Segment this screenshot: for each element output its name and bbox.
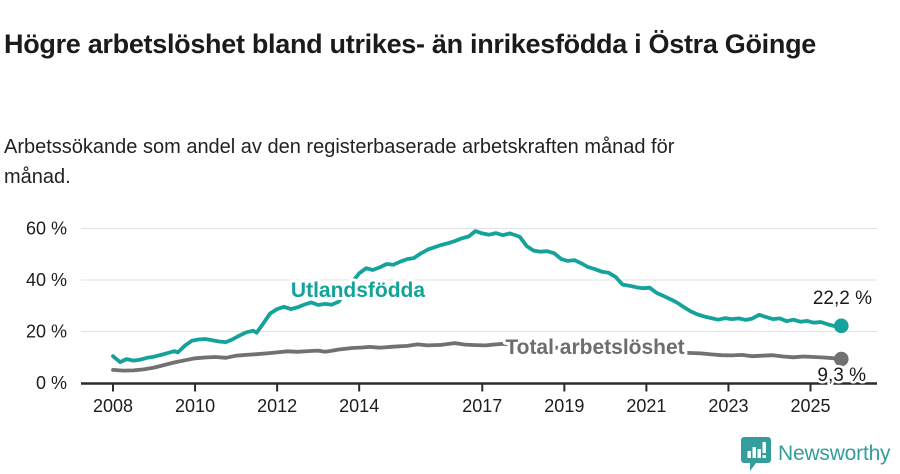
gridlines xyxy=(81,228,877,332)
total-end-value: 9,3 % xyxy=(817,365,866,386)
page-title: Högre arbetslöshet bland utrikes- än inr… xyxy=(4,29,816,60)
utlandsfodda-line xyxy=(111,229,844,365)
series-end-dot xyxy=(833,351,849,367)
utlandsfodda-end-value: 22,2 % xyxy=(813,288,872,309)
x-tick-label: 2017 xyxy=(462,396,502,416)
x-tick-label: 2008 xyxy=(93,396,133,416)
y-tick-label: 20 % xyxy=(26,322,67,342)
x-tick-label: 2025 xyxy=(790,396,830,416)
x-tick-label: 2021 xyxy=(626,396,666,416)
newsworthy-logo: Newsworthy xyxy=(741,436,891,472)
logo-text: Newsworthy xyxy=(778,442,891,465)
series-end-dot xyxy=(833,318,849,334)
total-line xyxy=(111,341,844,373)
end-value-labels: 22,2 % 9,3 % xyxy=(810,286,874,389)
line-chart: Utlandsfödda Total arbetslöshet 2008 2010… xyxy=(26,219,877,417)
series-labels: Utlandsfödda Total arbetslöshet xyxy=(288,276,688,362)
x-tick-label: 2023 xyxy=(708,396,748,416)
y-tick-label: 60 % xyxy=(26,219,67,239)
chart-subtitle: Arbetssökande som andel av den registerb… xyxy=(4,136,675,188)
utlandsfodda-label: Utlandsfödda xyxy=(291,279,425,302)
y-tick-label: 0 % xyxy=(36,373,67,393)
x-tick-label: 2014 xyxy=(339,396,379,416)
x-axis xyxy=(81,382,877,392)
x-tick-label: 2012 xyxy=(257,396,297,416)
end-dots xyxy=(833,318,849,367)
y-tick-label: 40 % xyxy=(26,270,67,290)
bar-chart-speech-bubble-icon xyxy=(741,437,771,471)
total-arbetsloshet-label: Total arbetslöshet xyxy=(505,336,684,359)
series-lines xyxy=(111,229,844,373)
axis-tick-labels: 2008 2010 2012 2014 2017 2019 2021 2023 2025 0 % 2… xyxy=(26,219,831,417)
x-tick-label: 2010 xyxy=(175,396,215,416)
x-tick-label: 2019 xyxy=(544,396,584,416)
